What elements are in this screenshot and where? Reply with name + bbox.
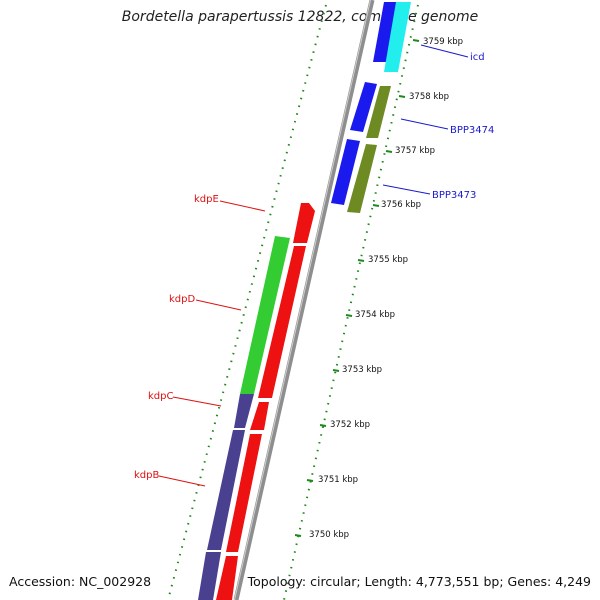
gene-arrow-blue[interactable] [331,139,360,205]
gene-BPP3473[interactable] [347,144,377,213]
label-connector [195,299,242,311]
gene-icd[interactable] [384,2,411,72]
label-connector [420,44,469,58]
tick-label: 3758 kbp [409,92,449,102]
inner-dotted-ring [283,4,419,600]
tick-mark [398,95,406,98]
gene-label-BPP3473: BPP3473 [432,190,476,201]
tick-mark [385,150,393,153]
genome-backbone [233,0,375,600]
gene-label-icd: icd [470,52,485,63]
tick-mark [294,534,302,537]
gene-arrow-blue[interactable] [350,82,377,132]
tick-label: 3755 kbp [368,255,408,265]
gene-arrow-red[interactable] [258,246,306,398]
tick-mark [345,314,353,317]
gene-kdpA[interactable] [198,552,221,600]
gene-arrow-blue[interactable] [373,2,397,62]
forward-strand-genes [331,2,411,213]
left-gene-labels: kdpE kdpD kdpC kdpB [134,194,266,487]
tick-mark [357,259,365,262]
right-gene-labels: icd BPP3474 BPP3473 [382,44,494,201]
tick-labels: 3759 kbp 3758 kbp 3757 kbp 3756 kbp 3755… [309,37,463,540]
tick-label: 3757 kbp [395,146,435,156]
tick-mark [412,39,420,42]
tick-label: 3752 kbp [330,420,370,430]
gene-arrow-red[interactable] [293,203,315,243]
gene-label-kdpB: kdpB [134,470,159,481]
gene-kdpB[interactable] [207,430,245,550]
gene-BPP3474[interactable] [366,86,391,138]
gene-arrow-red[interactable] [226,434,262,552]
tick-marks [294,39,420,537]
accession-label: Accession: NC_002928 [9,574,152,589]
gene-kdpE[interactable] [240,236,290,394]
tick-label: 3754 kbp [355,310,395,320]
tick-label: 3756 kbp [381,200,421,210]
topology-label: Topology: circular; Length: 4,773,551 bp… [247,574,591,589]
label-connector [172,396,222,407]
outer-dotted-ring [167,4,327,600]
tick-mark [319,424,327,427]
tick-label: 3753 kbp [342,365,382,375]
gene-label-BPP3474: BPP3474 [450,125,494,136]
label-connector [219,200,266,212]
gene-arrow-red[interactable] [216,556,238,600]
reverse-strand-genes [216,203,315,600]
tick-label: 3759 kbp [423,37,463,47]
label-connector [382,184,431,195]
label-connector [158,475,206,487]
tick-mark [372,204,380,207]
gene-label-kdpD: kdpD [169,294,195,305]
kdp-operon-genes [198,236,290,600]
gene-arrow-red[interactable] [250,402,269,430]
label-connector [400,118,449,130]
genome-backbone-highlight [234,0,371,600]
tick-label: 3750 kbp [309,530,349,540]
tick-mark [332,369,340,372]
tick-label: 3751 kbp [318,475,358,485]
gene-kdpC[interactable] [234,394,254,428]
tick-mark [306,479,314,482]
gene-label-kdpC: kdpC [148,391,173,402]
gene-label-kdpE: kdpE [194,194,219,205]
